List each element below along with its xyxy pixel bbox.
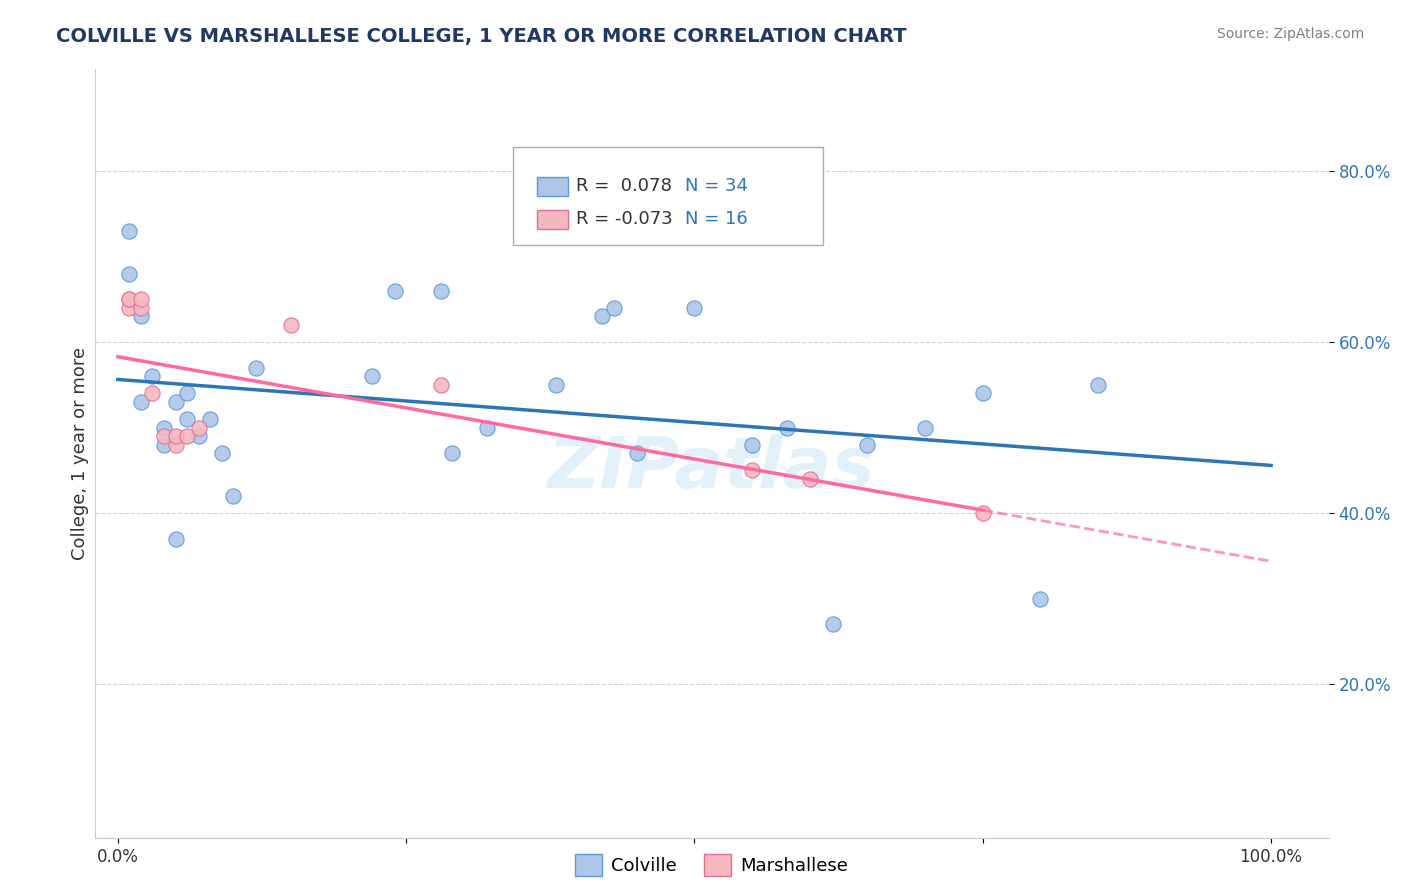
Point	[165, 429, 187, 443]
Point	[741, 463, 763, 477]
Point	[176, 429, 198, 443]
Point	[591, 310, 613, 324]
Point	[741, 438, 763, 452]
Point	[129, 310, 152, 324]
Point	[441, 446, 464, 460]
Point	[141, 369, 163, 384]
Point	[118, 293, 141, 307]
Point	[118, 301, 141, 315]
Point	[626, 446, 648, 460]
Point	[153, 438, 176, 452]
Point	[683, 301, 706, 315]
Legend: Colville, Marshallese: Colville, Marshallese	[568, 847, 855, 883]
Point	[914, 420, 936, 434]
Text: ZIPatlas: ZIPatlas	[548, 434, 876, 503]
Point	[118, 224, 141, 238]
Point	[118, 293, 141, 307]
Point	[211, 446, 233, 460]
Point	[222, 489, 245, 503]
Point	[176, 386, 198, 401]
Point	[546, 377, 568, 392]
Point	[245, 360, 267, 375]
Point	[972, 386, 994, 401]
Point	[198, 412, 221, 426]
Text: N = 16: N = 16	[685, 210, 748, 227]
Point	[1029, 591, 1052, 606]
Text: R =  0.078: R = 0.078	[576, 177, 672, 194]
Point	[429, 284, 451, 298]
Point	[176, 412, 198, 426]
Text: Source: ZipAtlas.com: Source: ZipAtlas.com	[1216, 27, 1364, 41]
Point	[141, 386, 163, 401]
Text: COLVILLE VS MARSHALLESE COLLEGE, 1 YEAR OR MORE CORRELATION CHART: COLVILLE VS MARSHALLESE COLLEGE, 1 YEAR …	[56, 27, 907, 45]
Point	[280, 318, 302, 332]
Point	[118, 267, 141, 281]
Point	[165, 395, 187, 409]
Point	[165, 532, 187, 546]
Point	[153, 429, 176, 443]
Point	[187, 429, 209, 443]
Point	[153, 420, 176, 434]
Point	[429, 377, 451, 392]
Point	[129, 395, 152, 409]
Point	[856, 438, 879, 452]
Y-axis label: College, 1 year or more: College, 1 year or more	[72, 347, 89, 560]
Point	[384, 284, 406, 298]
Point	[603, 301, 626, 315]
Point	[165, 438, 187, 452]
Point	[129, 293, 152, 307]
Point	[129, 301, 152, 315]
Text: R = -0.073: R = -0.073	[576, 210, 673, 227]
Point	[972, 506, 994, 520]
Point	[475, 420, 498, 434]
Point	[821, 617, 844, 632]
Point	[776, 420, 799, 434]
Point	[360, 369, 382, 384]
Text: N = 34: N = 34	[685, 177, 748, 194]
Point	[799, 472, 821, 486]
Point	[187, 420, 209, 434]
Point	[1087, 377, 1109, 392]
